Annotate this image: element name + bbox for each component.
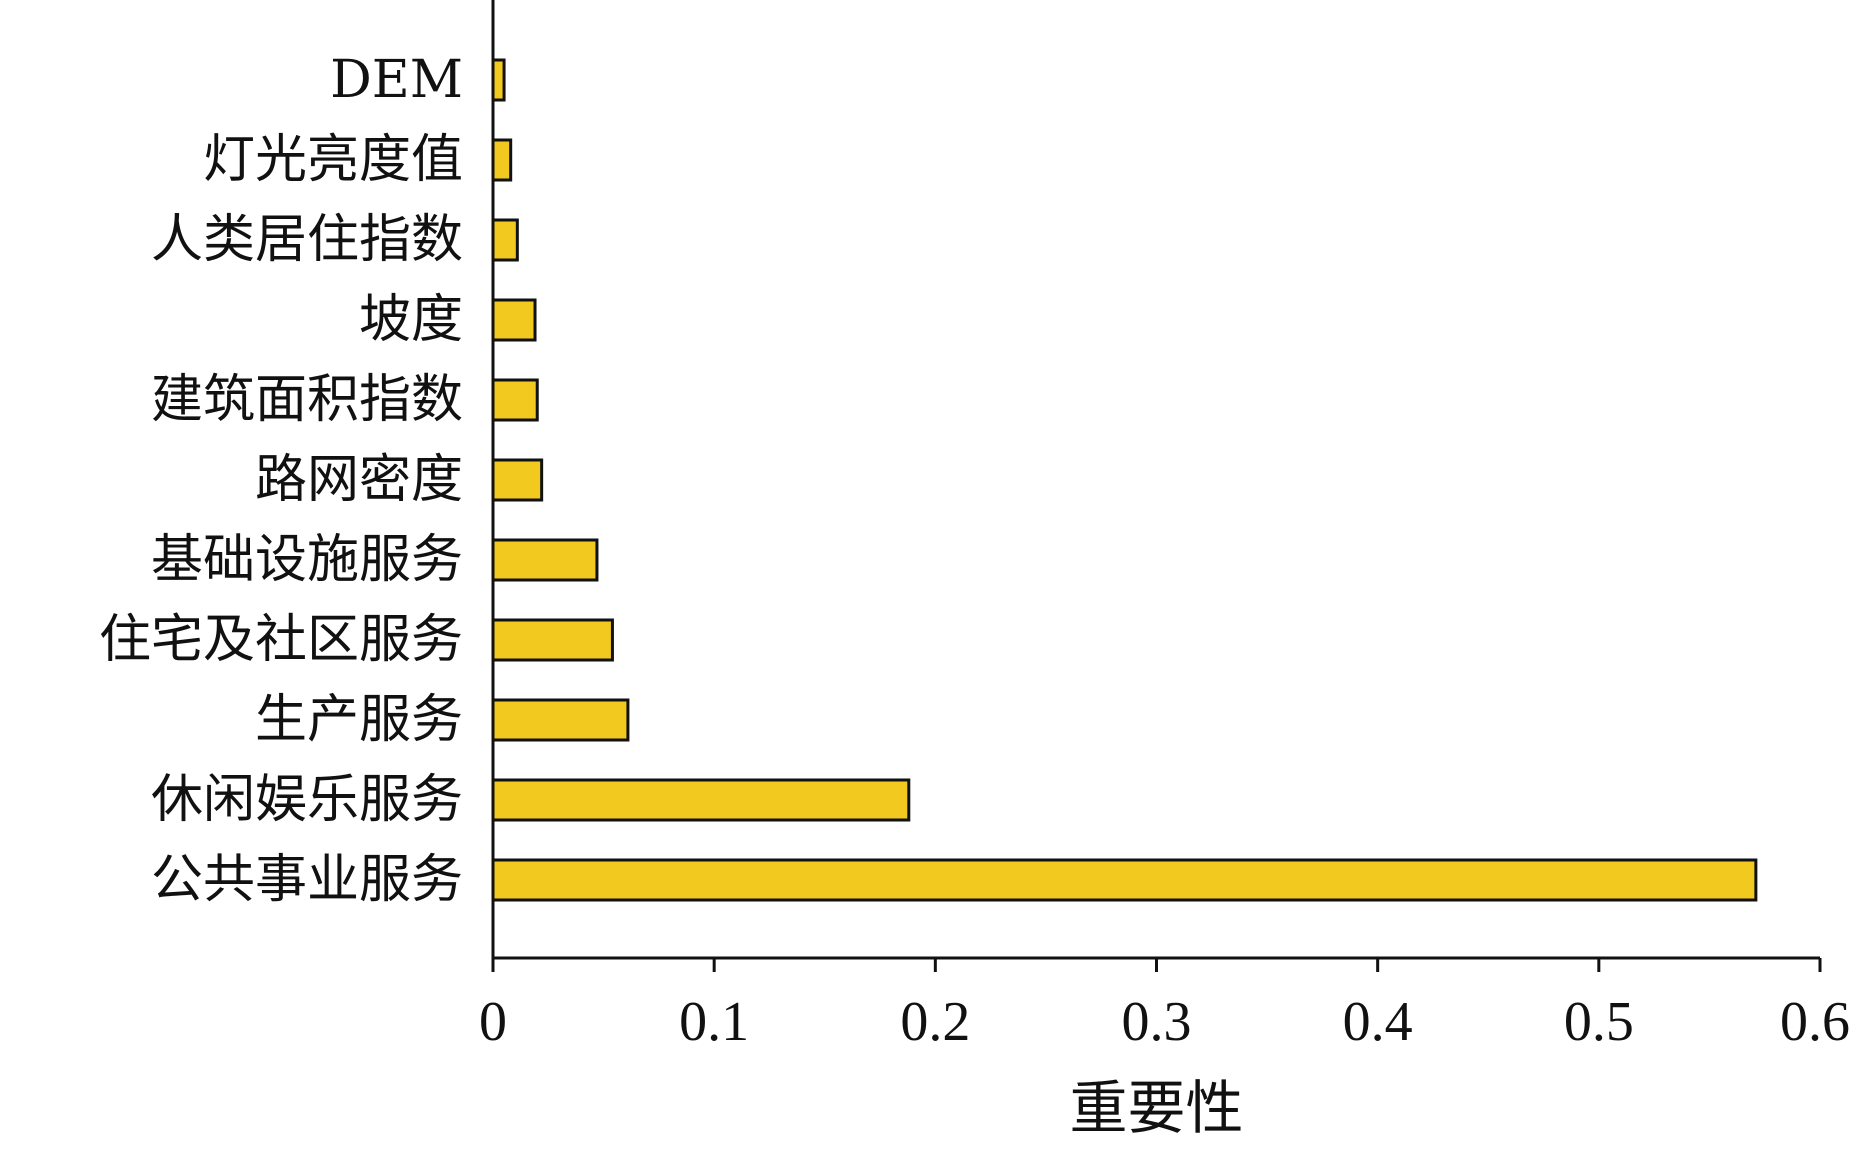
bars-group [491, 58, 1758, 902]
category-label: 基础设施服务 [151, 530, 463, 590]
category-label: DEM [330, 50, 463, 110]
category-label: 休闲娱乐服务 [151, 770, 463, 830]
category-label: 建筑面积指数 [151, 370, 463, 430]
bar [491, 538, 599, 582]
bar [491, 298, 537, 342]
x-ticks-group: 0 0.1 0.2 0.3 0.4 0.5 0.6 [479, 958, 1850, 1053]
x-tick-label: 0.1 [679, 991, 749, 1053]
category-label: 坡度 [359, 290, 463, 350]
x-tick-label: 0.5 [1564, 991, 1634, 1053]
x-axis-title: 重要性 [1069, 1074, 1243, 1142]
bar [491, 218, 519, 262]
x-tick-label: 0 [479, 991, 507, 1053]
x-tick-label: 0.4 [1343, 991, 1413, 1053]
category-label: 灯光亮度值 [203, 130, 463, 190]
bar [491, 618, 614, 662]
bar [491, 58, 506, 102]
category-label: 人类居住指数 [151, 210, 463, 270]
bar [491, 138, 513, 182]
category-label: 路网密度 [255, 450, 463, 510]
category-labels-group: DEM 灯光亮度值人类居住指数坡度建筑面积指数路网密度基础设施服务住宅及社区服务生… [99, 50, 463, 910]
x-tick-label: 0.6 [1780, 991, 1850, 1053]
category-label: 公共事业服务 [151, 850, 463, 910]
bar [491, 378, 539, 422]
category-label: 生产服务 [255, 690, 463, 750]
x-tick-label: 0.2 [900, 991, 970, 1053]
category-label: 住宅及社区服务 [99, 610, 463, 670]
bar [491, 458, 544, 502]
bar [491, 698, 630, 742]
bar [491, 858, 1758, 902]
bar [491, 778, 911, 822]
x-tick-label: 0.3 [1122, 991, 1192, 1053]
